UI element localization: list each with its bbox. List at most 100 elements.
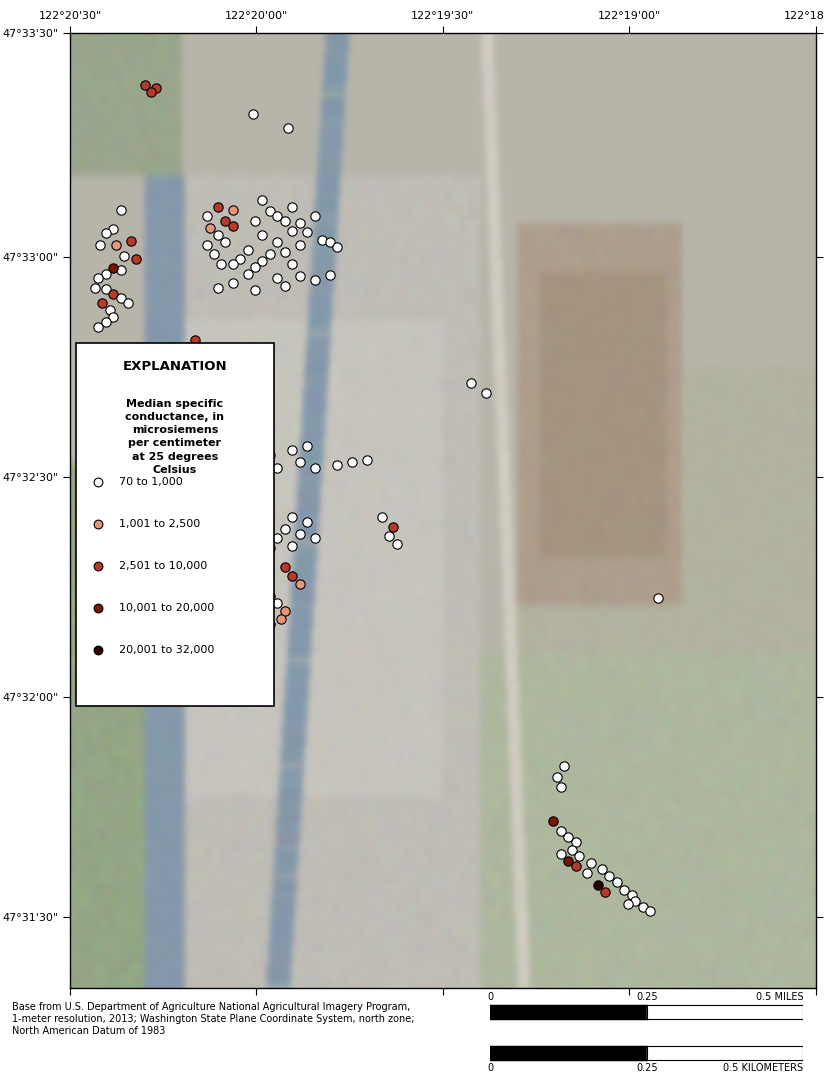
Point [562, 829, 575, 846]
Point [293, 268, 307, 285]
Point [330, 456, 344, 474]
Point [115, 289, 128, 307]
Point [96, 295, 109, 312]
Point [360, 451, 373, 468]
Text: Median specific
conductance, in
microsiemens
per centimeter
at 25 degrees
Celsiu: Median specific conductance, in microsie… [125, 399, 224, 475]
Point [271, 234, 284, 251]
Point [248, 628, 261, 645]
Point [308, 272, 321, 289]
Text: 0: 0 [487, 1063, 494, 1073]
Point [255, 621, 269, 639]
Text: 0.5 MILES: 0.5 MILES [756, 992, 803, 1001]
Point [316, 232, 329, 249]
Point [99, 265, 112, 283]
Point [226, 456, 239, 474]
Text: 0.25: 0.25 [636, 1063, 658, 1073]
Point [271, 270, 284, 287]
Point [264, 539, 277, 557]
Point [629, 892, 642, 910]
Point [91, 557, 105, 574]
Point [91, 641, 105, 658]
Text: 70 to 1,000: 70 to 1,000 [119, 477, 183, 487]
Point [138, 76, 152, 94]
Point [233, 250, 246, 268]
Point [375, 509, 388, 526]
Point [636, 899, 649, 916]
Point [233, 437, 246, 454]
Point [106, 285, 119, 302]
Point [88, 280, 101, 297]
Point [218, 638, 232, 655]
Point [286, 256, 299, 273]
Point [91, 515, 105, 533]
Point [279, 558, 292, 575]
Point [241, 558, 254, 575]
Point [99, 313, 112, 331]
Point [569, 833, 583, 851]
Text: 20,001 to 32,000: 20,001 to 32,000 [119, 645, 214, 655]
Point [330, 238, 344, 256]
Point [279, 277, 292, 295]
Point [293, 525, 307, 543]
Point [279, 212, 292, 229]
Text: Base from U.S. Department of Agriculture National Agricultural Imagery Program,
: Base from U.S. Department of Agriculture… [12, 1002, 414, 1035]
Point [264, 586, 277, 604]
Point [218, 389, 232, 406]
Point [264, 447, 277, 464]
Point [218, 475, 232, 492]
Point [308, 459, 321, 476]
Point [211, 465, 224, 483]
Point [218, 234, 232, 251]
Point [248, 449, 261, 466]
Point [323, 234, 336, 251]
Point [293, 453, 307, 471]
Point [106, 219, 119, 237]
Point [215, 256, 228, 273]
Point [546, 812, 559, 830]
Text: 1,001 to 2,500: 1,001 to 2,500 [119, 519, 200, 529]
Point [301, 224, 314, 241]
Point [226, 432, 239, 450]
Point [558, 757, 571, 774]
Point [390, 535, 403, 553]
Point [226, 644, 239, 662]
Point [117, 248, 130, 265]
Point [248, 551, 261, 569]
Point [93, 236, 106, 253]
Point [226, 201, 239, 218]
Point [211, 198, 224, 215]
Text: EXPLANATION: EXPLANATION [123, 360, 227, 373]
Point [592, 876, 605, 893]
Point [610, 874, 623, 891]
Point [211, 226, 224, 244]
Point [271, 459, 284, 476]
Point [599, 883, 612, 901]
Point [480, 384, 493, 402]
Text: 2,501 to 10,000: 2,501 to 10,000 [119, 561, 208, 571]
Point [91, 319, 105, 336]
Point [554, 845, 567, 863]
Point [308, 530, 321, 547]
Point [208, 246, 221, 263]
Point [222, 413, 236, 430]
Point [200, 429, 213, 447]
Point [569, 857, 583, 875]
Point [565, 841, 578, 858]
Point [237, 650, 250, 667]
Point [271, 207, 284, 225]
Point [218, 212, 232, 229]
Point [286, 509, 299, 526]
Point [580, 864, 593, 881]
Point [211, 403, 224, 420]
Point [248, 281, 261, 298]
Point [91, 270, 105, 287]
Point [554, 778, 567, 795]
Point [246, 105, 260, 122]
Point [293, 575, 307, 593]
Point [286, 198, 299, 215]
Point [248, 212, 261, 229]
Point [91, 600, 105, 617]
Point [286, 441, 299, 459]
Point [617, 881, 630, 899]
Point [584, 854, 597, 871]
